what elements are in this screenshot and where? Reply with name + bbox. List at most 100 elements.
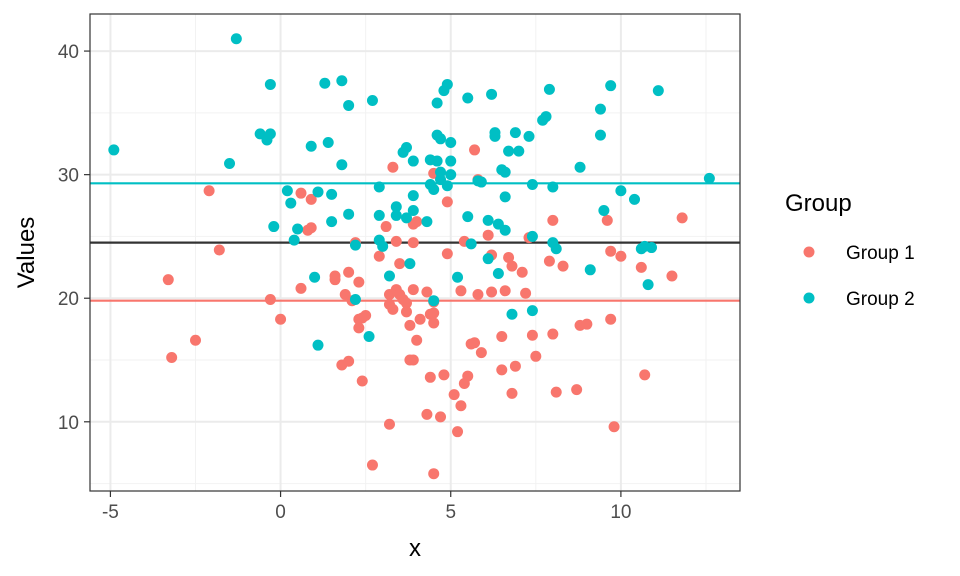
y-tick-label: 10 bbox=[58, 413, 79, 434]
data-point-group-2 bbox=[224, 158, 236, 170]
data-point-group-2 bbox=[598, 204, 610, 216]
data-point-group-1 bbox=[469, 337, 481, 349]
legend-key-group-1 bbox=[803, 246, 815, 258]
data-point-group-2 bbox=[407, 155, 419, 167]
data-point-group-1 bbox=[639, 369, 651, 381]
data-point-group-1 bbox=[455, 400, 467, 412]
data-point-group-2 bbox=[646, 242, 658, 254]
data-point-group-2 bbox=[499, 224, 511, 236]
data-point-group-2 bbox=[492, 268, 504, 280]
data-point-group-2 bbox=[319, 77, 331, 89]
data-point-group-1 bbox=[404, 319, 416, 331]
data-point-group-2 bbox=[377, 240, 389, 252]
data-point-group-1 bbox=[581, 318, 593, 330]
legend-key-group-2 bbox=[803, 292, 815, 304]
data-point-group-1 bbox=[428, 317, 440, 329]
data-point-group-1 bbox=[353, 276, 365, 288]
data-point-group-2 bbox=[309, 271, 321, 283]
data-point-group-2 bbox=[615, 185, 627, 197]
data-point-group-1 bbox=[543, 255, 555, 267]
data-point-group-1 bbox=[387, 303, 399, 315]
data-point-group-1 bbox=[366, 459, 378, 471]
data-point-group-2 bbox=[230, 33, 242, 45]
data-point-group-2 bbox=[445, 137, 457, 149]
data-point-group-1 bbox=[380, 221, 392, 233]
data-point-group-2 bbox=[312, 339, 324, 351]
data-point-group-1 bbox=[435, 411, 447, 423]
y-tick-label: 20 bbox=[58, 289, 79, 310]
data-point-group-2 bbox=[509, 127, 521, 139]
data-point-group-2 bbox=[343, 208, 355, 220]
data-point-group-1 bbox=[390, 235, 402, 247]
data-point-group-1 bbox=[506, 387, 518, 399]
data-point-group-2 bbox=[462, 211, 474, 223]
data-point-group-1 bbox=[428, 468, 440, 480]
data-point-group-2 bbox=[407, 190, 419, 202]
data-point-group-1 bbox=[509, 360, 521, 372]
data-point-group-2 bbox=[366, 95, 378, 107]
data-point-group-1 bbox=[373, 250, 385, 262]
data-point-group-2 bbox=[526, 305, 538, 317]
data-point-group-1 bbox=[635, 261, 647, 273]
data-point-group-1 bbox=[452, 426, 464, 438]
x-tick-label: 10 bbox=[610, 502, 631, 523]
data-point-group-1 bbox=[526, 329, 538, 341]
data-point-group-2 bbox=[349, 239, 361, 251]
data-point-group-2 bbox=[428, 183, 440, 195]
data-point-group-2 bbox=[513, 145, 525, 157]
plot-panel-border bbox=[89, 13, 741, 492]
data-point-group-1 bbox=[411, 216, 423, 228]
data-point-group-2 bbox=[428, 295, 440, 307]
data-point-group-2 bbox=[407, 204, 419, 216]
data-point-group-2 bbox=[526, 179, 538, 191]
data-point-group-2 bbox=[445, 155, 457, 167]
data-point-group-1 bbox=[503, 251, 515, 263]
data-point-group-1 bbox=[407, 237, 419, 249]
data-point-group-2 bbox=[400, 212, 412, 224]
x-tick-label: 5 bbox=[445, 502, 456, 523]
data-point-group-2 bbox=[288, 234, 300, 246]
data-point-group-2 bbox=[652, 85, 664, 97]
data-point-group-1 bbox=[414, 313, 426, 325]
data-point-group-1 bbox=[615, 250, 627, 262]
data-point-group-1 bbox=[329, 274, 341, 286]
data-point-group-2 bbox=[540, 111, 552, 123]
data-point-group-2 bbox=[390, 201, 402, 213]
data-point-group-1 bbox=[295, 282, 307, 294]
data-point-group-1 bbox=[353, 322, 365, 334]
data-point-group-1 bbox=[486, 286, 498, 298]
data-point-group-2 bbox=[642, 279, 654, 291]
legend-label-group-1: Group 1 bbox=[846, 243, 915, 264]
data-point-group-2 bbox=[629, 193, 641, 205]
data-point-group-2 bbox=[594, 129, 606, 141]
data-point-group-1 bbox=[343, 266, 355, 278]
data-point-group-1 bbox=[605, 313, 617, 325]
data-point-group-2 bbox=[584, 264, 596, 276]
data-point-group-2 bbox=[526, 230, 538, 242]
data-point-group-2 bbox=[441, 180, 453, 192]
data-point-group-1 bbox=[496, 364, 508, 376]
data-point-group-1 bbox=[448, 389, 460, 401]
data-point-group-1 bbox=[411, 334, 423, 346]
data-point-group-2 bbox=[465, 238, 477, 250]
data-point-group-2 bbox=[499, 191, 511, 203]
data-point-group-2 bbox=[482, 253, 494, 265]
data-point-group-2 bbox=[292, 223, 304, 235]
data-point-group-1 bbox=[213, 244, 225, 256]
data-point-group-1 bbox=[166, 352, 178, 364]
data-point-group-2 bbox=[452, 271, 464, 283]
data-point-group-1 bbox=[400, 306, 412, 318]
data-point-group-2 bbox=[547, 181, 559, 193]
data-point-group-1 bbox=[676, 212, 688, 224]
data-point-group-2 bbox=[285, 197, 297, 209]
data-point-group-2 bbox=[703, 172, 715, 184]
data-point-group-1 bbox=[550, 386, 562, 398]
data-point-group-1 bbox=[499, 285, 511, 297]
axis-ticks: -5 0 5 10 10 20 30 40 bbox=[58, 42, 632, 523]
data-point-group-2 bbox=[445, 169, 457, 181]
data-point-group-1 bbox=[557, 260, 569, 272]
data-point-group-1 bbox=[666, 270, 678, 282]
data-point-group-1 bbox=[530, 350, 542, 362]
data-point-group-1 bbox=[428, 307, 440, 319]
